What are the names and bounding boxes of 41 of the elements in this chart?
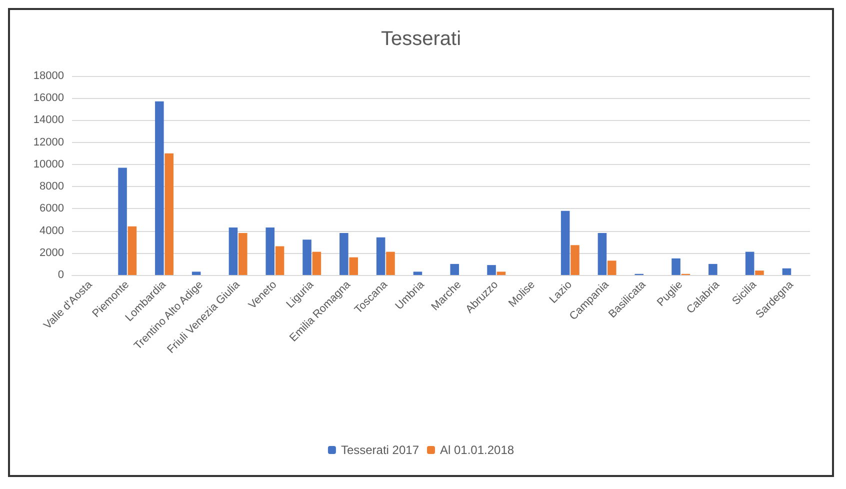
bar (376, 237, 386, 275)
legend-label: Tesserati 2017 (340, 443, 420, 457)
bar (708, 264, 718, 275)
bar (155, 101, 164, 275)
bar (238, 232, 248, 275)
y-tick-label: 10000 (33, 158, 64, 170)
y-tick-label: 14000 (33, 114, 64, 126)
y-tick-label: 18000 (33, 70, 64, 82)
bar (386, 252, 395, 275)
bar (128, 226, 137, 275)
bar (164, 153, 174, 275)
y-tick-label: 12000 (33, 136, 64, 148)
bar (266, 227, 275, 275)
legend-label: Al 01.01.2018 (440, 443, 514, 457)
bar (275, 246, 284, 275)
bar (118, 168, 127, 275)
bar (302, 240, 312, 275)
bar (755, 270, 764, 275)
bar (312, 252, 322, 275)
bar (228, 227, 238, 275)
bar (570, 245, 580, 275)
y-tick-label: 16000 (33, 92, 64, 104)
bar (607, 260, 616, 275)
y-tick-label: 8000 (40, 180, 64, 193)
bar (560, 210, 570, 275)
bar (745, 252, 754, 275)
bar (340, 232, 348, 275)
y-tick-label: 2000 (40, 246, 64, 259)
chart-title: Tesserati (380, 28, 462, 50)
bar (413, 272, 422, 275)
bar (672, 258, 680, 275)
bar (598, 232, 607, 275)
y-tick-label: 6000 (40, 202, 64, 215)
bar (782, 268, 792, 275)
bar (496, 272, 506, 275)
bar (487, 265, 496, 275)
y-tick-label: 4000 (40, 224, 64, 237)
bar (450, 264, 460, 275)
bar (192, 272, 201, 275)
bar (349, 257, 358, 275)
y-tick-label: 0 (58, 269, 64, 281)
